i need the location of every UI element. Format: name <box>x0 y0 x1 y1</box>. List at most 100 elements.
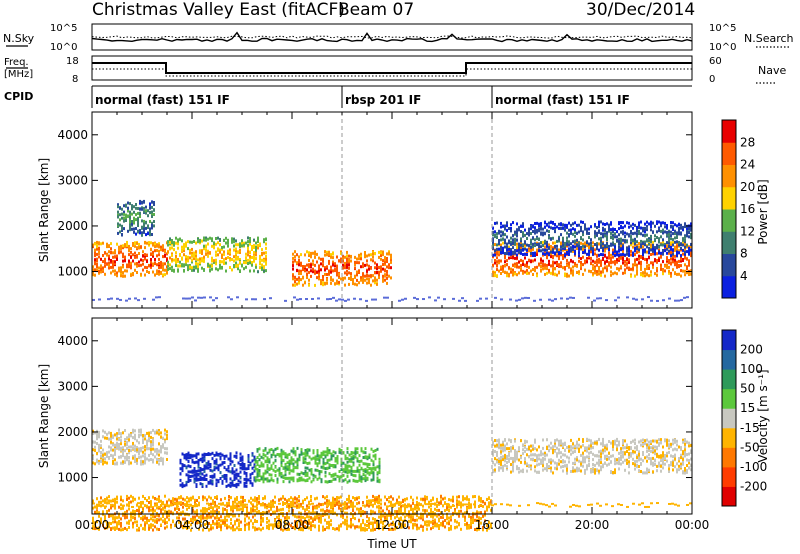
ground-scatter-cell <box>371 298 374 301</box>
power-cell <box>348 271 350 275</box>
velocity-cell <box>264 454 267 458</box>
ground-scatter-cell <box>566 297 569 300</box>
velocity-cell <box>223 461 226 464</box>
power-cell <box>640 245 642 249</box>
velocity-cell <box>247 454 250 457</box>
power-cell <box>538 245 540 249</box>
power-cell <box>354 260 356 264</box>
power-cell <box>261 248 263 252</box>
velocity-cell <box>350 459 353 463</box>
velocity-cell <box>514 439 516 443</box>
power-cell <box>532 246 534 250</box>
power-cell <box>620 244 622 248</box>
power-cell <box>247 240 249 244</box>
velocity-cell <box>332 454 335 458</box>
power-cell <box>610 257 612 260</box>
power-cell <box>122 271 124 275</box>
power-cell <box>133 210 135 214</box>
power-cell <box>167 243 169 247</box>
power-cell <box>536 253 538 256</box>
power-cell <box>592 263 594 267</box>
power-cell <box>654 258 656 262</box>
velocity-cell <box>126 447 128 450</box>
velocity-cell <box>340 475 343 479</box>
velocity-cell <box>528 447 530 451</box>
velocity-cell <box>570 452 572 456</box>
power-cell <box>654 248 656 252</box>
power-cell <box>610 228 612 232</box>
velocity-cell <box>596 441 598 445</box>
power-cell <box>169 247 171 251</box>
power-cell <box>670 242 672 246</box>
power-cell <box>330 281 332 285</box>
power-cell <box>150 265 152 269</box>
power-cell <box>596 253 598 257</box>
power-cell <box>690 228 692 232</box>
velocity-cell <box>243 471 246 474</box>
power-cell <box>233 240 235 244</box>
power-cell <box>215 262 217 266</box>
power-cell <box>181 239 183 243</box>
power-cell <box>96 243 98 247</box>
power-cell <box>116 274 118 278</box>
power-cell <box>654 250 656 254</box>
power-cell <box>175 241 177 245</box>
power-cell <box>187 255 189 259</box>
power-cell <box>235 252 237 255</box>
power-cell <box>500 230 502 234</box>
velocity-cell <box>586 437 588 441</box>
power-cell <box>139 211 141 215</box>
power-cell <box>177 258 179 261</box>
velocity-cell <box>262 456 265 460</box>
velocity-cell <box>580 462 582 466</box>
power-cell <box>678 241 680 244</box>
power-cell <box>346 272 348 276</box>
velocity-cell <box>362 469 365 473</box>
power-cell <box>191 251 193 255</box>
power-cell <box>590 270 592 274</box>
power-cell <box>160 248 162 252</box>
freq-tick-top: 18 <box>66 56 79 67</box>
velocity-cell <box>512 469 514 473</box>
power-cell <box>596 263 598 267</box>
power-cell <box>492 246 494 250</box>
velocity-cell <box>114 462 116 466</box>
velocity-cell <box>564 464 566 468</box>
velocity-cell <box>286 465 289 469</box>
power-cell <box>332 278 334 282</box>
power-cell <box>574 249 576 253</box>
velocity-cell <box>304 479 307 483</box>
power-cell <box>662 240 664 244</box>
ground-scatter-cell <box>464 299 467 302</box>
velocity-cell <box>268 450 271 454</box>
velocity-cell <box>592 470 594 474</box>
power-cell <box>604 245 606 249</box>
power-cell <box>686 234 688 238</box>
velocity-cell <box>138 428 140 432</box>
power-cell <box>610 261 612 265</box>
velocity-cell <box>290 456 293 460</box>
power-cell <box>626 252 628 256</box>
power-cell <box>580 264 582 268</box>
power-cell <box>530 225 532 229</box>
power-cell <box>540 241 542 245</box>
power-cell <box>610 259 612 263</box>
power-cell <box>612 255 614 259</box>
power-cell <box>640 260 642 264</box>
velocity-cell <box>350 456 353 460</box>
velocity-cell <box>346 456 349 460</box>
power-cell <box>310 269 312 273</box>
power-cell <box>494 230 496 234</box>
power-cell <box>520 224 522 228</box>
velocity-cell <box>504 444 506 448</box>
velocity-cell <box>514 453 516 456</box>
velocity-cell <box>98 449 100 453</box>
velocity-cell <box>544 451 546 455</box>
power-cell <box>652 244 654 248</box>
velocity-cell <box>207 460 210 464</box>
power-cell <box>132 259 134 263</box>
power-cell <box>516 238 518 242</box>
velocity-cell <box>98 430 100 434</box>
velocity-cell <box>316 457 319 461</box>
velocity-cell <box>112 443 114 447</box>
